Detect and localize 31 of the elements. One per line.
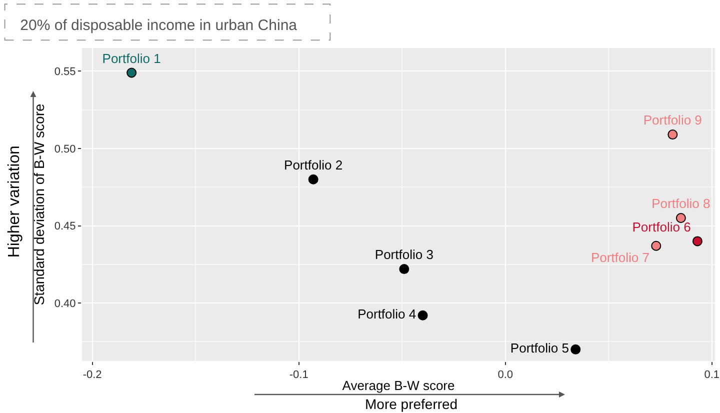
- series-label: Portfolio 7: [590, 250, 650, 266]
- series-label: Portfolio 9: [643, 112, 702, 128]
- point: [651, 240, 662, 251]
- series-label: Portfolio 1: [102, 50, 161, 66]
- point: [126, 68, 137, 78]
- text: Higher variation: [6, 146, 23, 258]
- y-tick-label: 0.45: [54, 220, 76, 233]
- x-tick-label: -0.1: [289, 369, 308, 382]
- series-label: Portfolio 5: [510, 340, 569, 356]
- y-tick-label: 0.50: [54, 143, 76, 156]
- point: [570, 344, 581, 354]
- chart-title: 20% of disposable income in urban China: [20, 17, 298, 34]
- point: [308, 174, 318, 184]
- point: [692, 236, 702, 246]
- series-label: Portfolio 3: [374, 247, 434, 262]
- series-label: Portfolio 8: [652, 196, 710, 212]
- y-axis-title: Standard deviation of B-W score: [30, 104, 47, 306]
- x-axis-title: Average B-W score: [342, 378, 455, 393]
- point: [668, 130, 678, 140]
- series-label: Portfolio 2: [284, 158, 343, 173]
- text: More preferred: [365, 396, 458, 412]
- point: [399, 264, 410, 274]
- x-tick-label: 0.1: [704, 369, 720, 382]
- series-label: Portfolio 4: [358, 306, 416, 322]
- y-tick-label: 0.55: [54, 66, 76, 78]
- y-tick-label: 0.40: [54, 298, 76, 310]
- series-label: Portfolio 6: [632, 219, 691, 234]
- point: [676, 213, 686, 224]
- point: [418, 310, 428, 320]
- x-tick-label: 0.0: [498, 369, 514, 382]
- x-tick-label: -0.2: [82, 369, 102, 382]
